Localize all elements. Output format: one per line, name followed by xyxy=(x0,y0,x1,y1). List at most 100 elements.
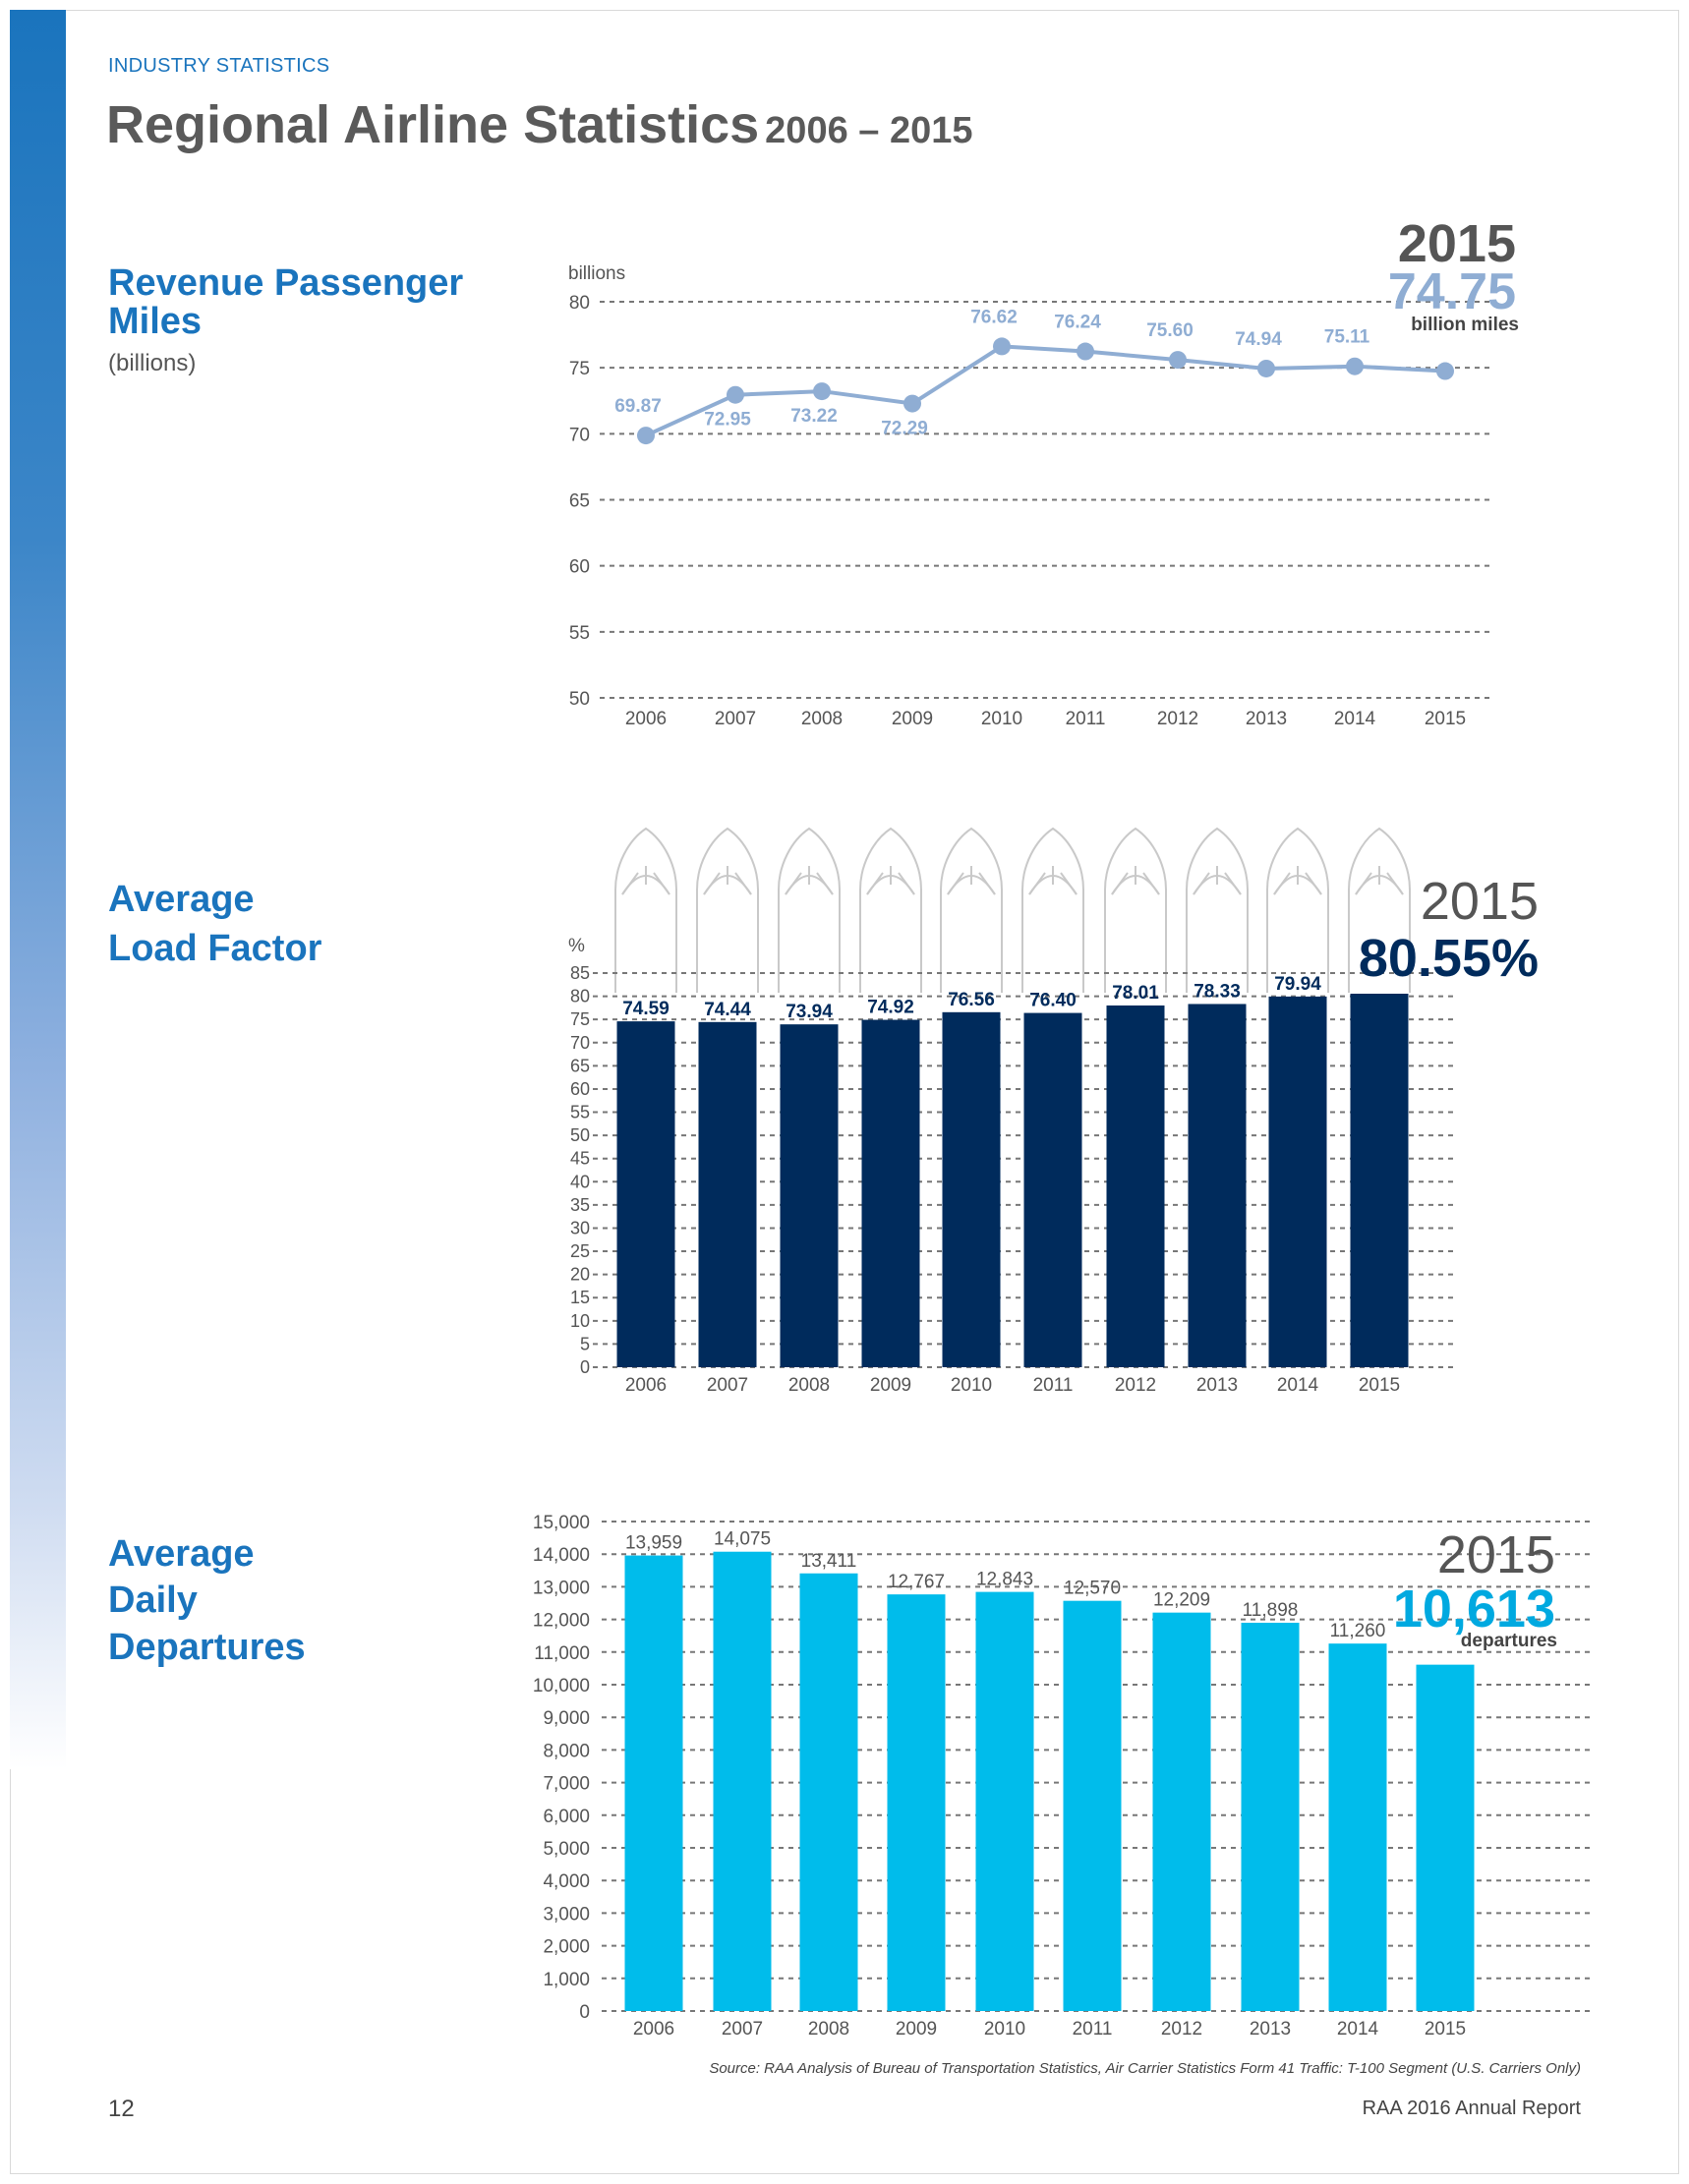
load-x-tick: 2011 xyxy=(1033,1375,1074,1396)
page-title-years: 2006 – 2015 xyxy=(765,110,973,151)
load-y-tick: 20 xyxy=(570,1265,590,1285)
load-y-tick: 35 xyxy=(570,1195,590,1215)
airplane-window-frame xyxy=(785,866,834,895)
load-y-tick: 80 xyxy=(570,987,590,1006)
rpm-x-tick: 2006 xyxy=(625,709,667,729)
rpm-y-tick: 70 xyxy=(569,425,590,445)
load-title-line1: Average xyxy=(108,879,255,920)
dep-x-tick: 2011 xyxy=(1073,2019,1113,2040)
source-note: Source: RAA Analysis of Bureau of Transp… xyxy=(709,2060,1581,2077)
sidebar-gradient xyxy=(10,10,66,1769)
load-title-line2: Load Factor xyxy=(108,928,322,969)
airplane-fuselage-outline xyxy=(1348,827,1411,993)
load-x-tick: 2008 xyxy=(788,1375,830,1396)
rpm-data-label: 74.94 xyxy=(1235,329,1282,350)
dep-y-tick: 6,000 xyxy=(543,1807,590,1827)
dep-title-line2: Daily xyxy=(108,1580,198,1621)
page-number: 12 xyxy=(108,2096,135,2122)
load-y-tick: 40 xyxy=(570,1172,590,1191)
load-y-tick: 25 xyxy=(570,1241,590,1261)
rpm-data-point xyxy=(1169,351,1187,370)
rpm-y-tick: 55 xyxy=(569,623,590,644)
load-bar xyxy=(1188,1004,1247,1367)
dep-data-label: 13,959 xyxy=(625,1533,682,1554)
kicker: INDUSTRY STATISTICS xyxy=(108,55,330,77)
rpm-data-point xyxy=(1346,357,1364,375)
dep-y-tick: 2,000 xyxy=(543,1937,590,1958)
dep-bar xyxy=(887,1594,946,2011)
dep-y-tick: 9,000 xyxy=(543,1708,590,1729)
rpm-data-label: 76.62 xyxy=(970,307,1018,327)
load-bar xyxy=(1268,996,1327,1367)
rpm-data-point xyxy=(903,394,921,413)
dep-title-line3: Departures xyxy=(108,1627,306,1668)
airplane-fuselage-outline xyxy=(940,827,1003,993)
load-data-label: 74.44 xyxy=(704,1000,751,1020)
load-y-tick: 85 xyxy=(570,963,590,983)
airplane-fuselage-outline xyxy=(859,827,922,993)
dep-x-tick: 2012 xyxy=(1161,2019,1202,2040)
load-highlight-value: 80.55% xyxy=(1359,929,1539,988)
dep-title-line1: Average xyxy=(108,1533,255,1575)
load-data-label: 76.40 xyxy=(1029,991,1077,1011)
load-y-tick: 5 xyxy=(580,1334,590,1353)
load-x-tick: 2013 xyxy=(1196,1375,1238,1396)
airplane-fuselage-outline xyxy=(696,827,759,993)
dep-data-label: 12,209 xyxy=(1153,1590,1210,1611)
load-data-label: 73.94 xyxy=(786,1002,833,1022)
rpm-x-tick: 2007 xyxy=(715,709,756,729)
dep-data-label: 13,411 xyxy=(801,1551,857,1572)
rpm-title-line1: Revenue Passenger xyxy=(108,262,464,304)
rpm-x-tick: 2008 xyxy=(801,709,843,729)
dep-x-tick: 2015 xyxy=(1425,2019,1466,2040)
dep-x-tick: 2014 xyxy=(1337,2019,1379,2040)
rpm-x-tick: 2010 xyxy=(981,709,1022,729)
report-name: RAA 2016 Annual Report xyxy=(1362,2098,1581,2119)
airplane-window-frame xyxy=(703,866,752,895)
dep-y-tick: 11,000 xyxy=(534,1643,590,1664)
rpm-data-point xyxy=(813,382,831,401)
rpm-x-tick: 2015 xyxy=(1425,709,1466,729)
dep-y-tick: 1,000 xyxy=(543,1970,590,1990)
rpm-data-label: 72.29 xyxy=(881,419,928,439)
dep-y-tick: 12,000 xyxy=(533,1611,590,1632)
rpm-data-label: 75.60 xyxy=(1146,320,1194,341)
dep-y-tick: 4,000 xyxy=(543,1871,590,1892)
airplane-window-frame xyxy=(866,866,915,895)
load-x-tick: 2012 xyxy=(1115,1375,1156,1396)
rpm-data-point xyxy=(727,385,744,404)
airplane-fuselage-outline xyxy=(1104,827,1167,993)
rpm-highlight-unit: billion miles xyxy=(1411,315,1519,335)
rpm-ylabel: billions xyxy=(568,263,625,284)
load-bar xyxy=(861,1019,920,1367)
dep-bar xyxy=(1328,1643,1387,2011)
dep-x-tick: 2010 xyxy=(984,2019,1025,2040)
rpm-data-label: 72.95 xyxy=(704,410,751,431)
airplane-window-frame xyxy=(1193,866,1242,895)
dep-highlight-year: 2015 xyxy=(1437,1525,1555,1584)
rpm-x-tick: 2013 xyxy=(1246,709,1287,729)
page-title-text: Regional Airline Statistics xyxy=(106,95,760,154)
airplane-window-frame xyxy=(621,866,670,895)
dep-y-tick: 7,000 xyxy=(543,1774,590,1795)
load-y-tick: 65 xyxy=(570,1056,590,1075)
load-data-label: 78.33 xyxy=(1194,981,1241,1002)
rpm-y-tick: 60 xyxy=(569,557,590,578)
load-y-tick: 0 xyxy=(580,1357,590,1377)
dep-bar xyxy=(1063,1600,1122,2011)
rpm-data-point xyxy=(1436,362,1454,380)
dep-data-label: 14,075 xyxy=(714,1529,771,1550)
dep-y-tick: 0 xyxy=(579,2002,590,2023)
load-y-tick: 10 xyxy=(570,1311,590,1331)
rpm-y-tick: 80 xyxy=(569,293,590,314)
load-bar xyxy=(1350,993,1409,1367)
dep-y-tick: 14,000 xyxy=(533,1545,590,1566)
load-ylabel: % xyxy=(568,936,585,956)
rpm-data-point xyxy=(1257,359,1275,377)
dep-data-label: 11,898 xyxy=(1243,1600,1299,1621)
load-bar xyxy=(780,1024,839,1367)
dep-highlight-value: 10,613 xyxy=(1393,1580,1555,1638)
dep-highlight-unit: departures xyxy=(1461,1631,1557,1651)
load-data-label: 78.01 xyxy=(1112,983,1159,1004)
dep-y-tick: 10,000 xyxy=(533,1676,590,1696)
